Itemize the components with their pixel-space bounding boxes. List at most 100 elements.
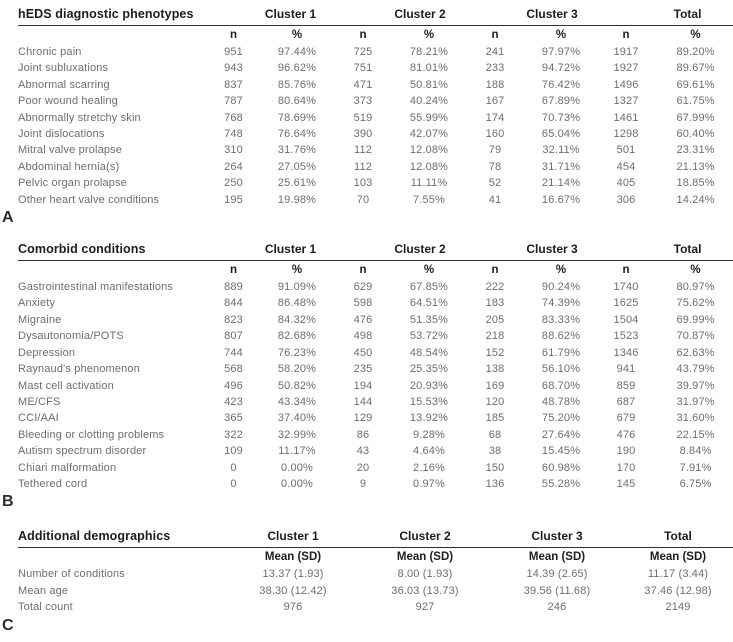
cell-value: 39.56 (11.68): [523, 584, 591, 597]
table-row: Number of conditions 13.37 (1.93) 8.00 (1.…: [18, 566, 733, 582]
cell-value: 75.62%: [676, 297, 715, 310]
table-header-row: Comorbid conditions Cluster 1 Cluster 2 …: [18, 238, 733, 261]
cell-value: 322: [224, 428, 243, 441]
cell-value: 55.28%: [541, 477, 581, 490]
cell-value: 450: [353, 346, 373, 359]
cell-value: 48.78%: [541, 395, 581, 408]
row-label: Joint dislocations: [18, 128, 105, 141]
cell-value: 42.07%: [409, 128, 449, 141]
table-row: Abnormally stretchy skin 768 78.69% 519 55.9…: [18, 110, 733, 126]
cell-value: 129: [353, 412, 373, 425]
cell-value: 68.70%: [541, 379, 581, 392]
cell-value: 498: [353, 330, 373, 343]
cell-value: 11.11%: [410, 177, 448, 190]
cell-value: 8.00 (1.93): [397, 568, 453, 581]
cell-value: 62.63%: [676, 346, 715, 359]
cell-value: 205: [485, 313, 505, 326]
cell-value: 60.40%: [676, 128, 715, 141]
cell-value: 78.21%: [409, 46, 449, 58]
cell-value: 89.67%: [676, 62, 715, 75]
cell-value: 188: [485, 78, 505, 91]
cell-value: 768: [224, 111, 243, 124]
cell-value: 598: [353, 297, 373, 310]
demographics-table: Additional demographics Cluster 1 Cluste…: [18, 525, 733, 615]
column-group-cluster2: Cluster 2: [330, 238, 463, 261]
table-row: Migraine 823 84.32% 476 51.35% 205 83.33% 1504 6…: [18, 312, 733, 328]
table-subheader-row: n % n % n % n %: [18, 25, 733, 44]
row-label: Abdominal hernia(s): [18, 160, 120, 173]
column-group-cluster1: Cluster 1: [203, 3, 331, 26]
subheader-spacer: [18, 260, 203, 279]
cell-value: 8.84%: [679, 445, 712, 458]
cell-value: 943: [224, 62, 243, 75]
subheader-n: n: [229, 263, 238, 276]
table-row: Total count 976 927 246 2149: [18, 599, 733, 615]
cell-value: 79: [488, 144, 502, 157]
cell-value: 150: [485, 461, 505, 474]
cell-value: 36.03 (13.73): [391, 584, 459, 597]
cell-value: 501: [616, 144, 636, 157]
cell-value: 138: [485, 363, 505, 376]
cell-value: 27.64%: [541, 428, 581, 441]
cell-value: 568: [224, 363, 243, 376]
cell-value: 76.42%: [541, 78, 581, 91]
cell-value: 70.73%: [541, 111, 581, 124]
cell-value: 32.99%: [277, 428, 317, 441]
cell-value: 1917: [613, 46, 639, 58]
cell-value: 152: [485, 346, 505, 359]
cell-value: 1625: [613, 297, 639, 310]
table-row: Other heart valve conditions 195 19.98% 70 7…: [18, 192, 733, 208]
subheader-pct: %: [690, 28, 701, 41]
cell-value: 91.09%: [277, 281, 317, 294]
table-row: Autism spectrum disorder 109 11.17% 43 4.64%…: [18, 443, 733, 459]
cell-value: 12.08%: [409, 160, 449, 173]
cell-value: 1740: [613, 281, 639, 294]
row-label: Mitral valve prolapse: [18, 144, 123, 157]
row-label: Abnormal scarring: [18, 78, 110, 91]
row-label: Dysautonomia/POTS: [18, 330, 124, 343]
row-label: Tethered cord: [18, 477, 88, 490]
row-label: Total count: [18, 601, 73, 614]
cell-value: 16.67%: [541, 193, 581, 206]
cell-value: 38.30 (12.42): [259, 584, 327, 597]
table-row: Joint subluxations 943 96.62% 751 81.01% 233 9…: [18, 60, 733, 76]
cell-value: 18.85%: [676, 177, 715, 190]
cell-value: 1346: [613, 346, 639, 359]
column-group-total: Total: [623, 525, 733, 548]
cell-value: 889: [224, 281, 243, 294]
table-body: Chronic pain 951 97.44% 725 78.21% 241 97.97% 1…: [18, 44, 733, 208]
cell-value: 20.93%: [409, 379, 449, 392]
panel-b: Comorbid conditions Cluster 1 Cluster 2 …: [0, 238, 733, 511]
subheader-n: n: [622, 28, 630, 41]
table-row: Dysautonomia/POTS 807 82.68% 498 53.72% 218 88…: [18, 328, 733, 344]
cell-value: 476: [353, 313, 373, 326]
cell-value: 67.99%: [676, 111, 715, 124]
cell-value: 19.98%: [277, 193, 317, 206]
cell-value: 69.61%: [676, 78, 715, 91]
subheader-pct: %: [423, 28, 435, 41]
cell-value: 39.97%: [676, 379, 715, 392]
row-label: Mast cell activation: [18, 379, 114, 392]
cell-value: 37.46 (12.98): [644, 584, 712, 597]
cell-value: 844: [224, 297, 243, 310]
table-row: Bleeding or clotting problems 322 32.99% 86…: [18, 427, 733, 443]
cell-value: 7.55%: [413, 193, 445, 206]
row-label: Other heart valve conditions: [18, 193, 160, 206]
row-label: Chronic pain: [18, 46, 82, 58]
cell-value: 21.13%: [676, 160, 715, 173]
cell-value: 170: [616, 461, 636, 474]
cell-value: 43: [356, 445, 370, 458]
cell-value: 81.01%: [409, 62, 449, 75]
cell-value: 61.79%: [541, 346, 581, 359]
table-row: Depression 744 76.23% 450 48.54% 152 61.79% 134…: [18, 345, 733, 361]
cell-value: 1496: [613, 78, 639, 91]
cell-value: 787: [224, 95, 243, 108]
cell-value: 31.76%: [277, 144, 317, 157]
cell-value: 405: [616, 177, 636, 190]
cell-value: 246: [547, 601, 567, 614]
cell-value: 927: [415, 601, 435, 614]
row-label: Mean age: [18, 584, 69, 597]
cell-value: 454: [616, 160, 636, 173]
column-group-total: Total: [594, 3, 733, 26]
cell-value: 55.99%: [409, 111, 449, 124]
